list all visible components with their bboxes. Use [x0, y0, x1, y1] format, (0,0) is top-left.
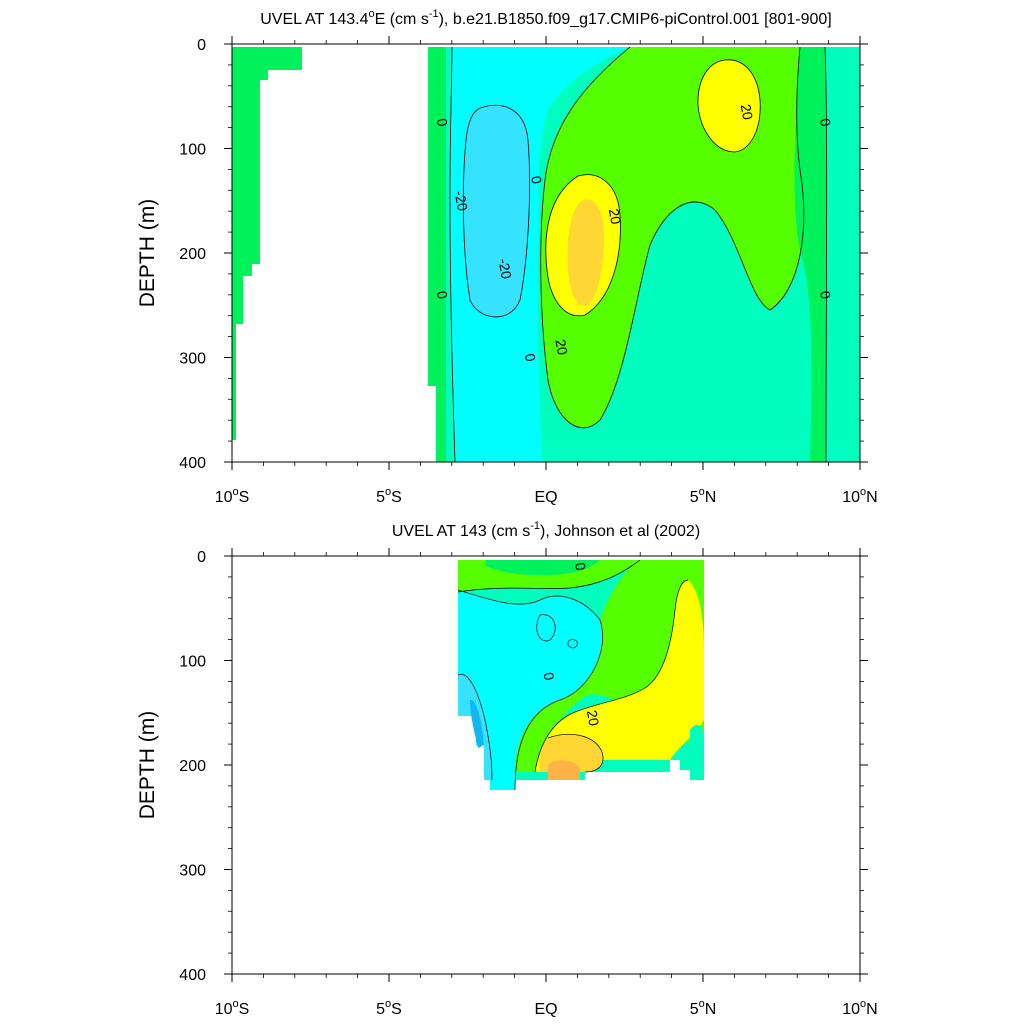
top-contour-label: 0 [434, 117, 451, 128]
top-contour-line [540, 46, 805, 429]
top-y-tick-label: 100 [179, 142, 206, 159]
top-east-fringe [794, 47, 827, 462]
bottom-westward-core [458, 674, 492, 780]
bottom-y-axis-label: DEPTH (m) [136, 711, 159, 820]
top-x-tick-label: 10oS [215, 486, 250, 506]
bottom-contour-line [536, 614, 556, 642]
top-contour-line [697, 59, 761, 153]
bottom-y-tick-label: 0 [197, 549, 206, 566]
bottom-contour-line [457, 589, 603, 791]
top-contour-label: 0 [817, 117, 834, 128]
top-panel: UVEL AT 143.4oE (cm s-1), b.e21.B1850.f0… [136, 8, 878, 506]
bottom-x-tick-label: 5oS [376, 998, 402, 1018]
top-contour-lines [449, 46, 828, 462]
top-contour-label: 20 [552, 338, 570, 356]
bottom-eastward-core [535, 580, 704, 772]
top-x-tick-label: 10oN [842, 486, 877, 506]
top-y-axis-label: DEPTH (m) [136, 199, 159, 308]
bottom-y-tick-label: 400 [179, 967, 206, 984]
bottom-surface-fringe [486, 560, 600, 576]
bottom-contour-line [457, 559, 641, 593]
bottom-y-tick-label: 100 [179, 654, 206, 671]
top-contour-label: 0 [522, 352, 539, 363]
top-x-tick-label: EQ [534, 489, 557, 506]
top-contour-line [462, 104, 530, 318]
top-contour-label: -20 [496, 257, 515, 280]
top-contour-label: 0 [434, 290, 451, 301]
bottom-contour-label: 0 [541, 671, 558, 682]
top-contour-line [545, 174, 621, 317]
bottom-contour-label: 0 [572, 561, 589, 572]
top-west-edge-band [428, 47, 446, 462]
top-coastal-strip [232, 47, 302, 440]
top-surface-core [697, 59, 761, 152]
top-y-tick-label: 200 [179, 246, 206, 263]
top-contour-line [824, 46, 828, 462]
top-contour-labels: 0 -20 0 -20 20 20 0 0 20 0 0 [434, 103, 834, 363]
top-contour-label: 20 [738, 103, 756, 121]
bottom-contour-line [457, 673, 493, 781]
top-y-tick-label: 0 [197, 37, 206, 54]
top-y-tick-label: 300 [179, 351, 206, 368]
bottom-contour-line [547, 733, 604, 773]
top-undercurrent-max [567, 199, 604, 306]
bottom-contour-field [457, 559, 704, 791]
bottom-y-tick-label: 200 [179, 758, 206, 775]
bottom-x-tick-label: 10oS [215, 998, 250, 1018]
top-x-tick-label: 5oN [690, 486, 717, 506]
bottom-panel-title: UVEL AT 143 (cm s-1), Johnson et al (200… [392, 520, 700, 540]
top-contour-line [449, 46, 456, 462]
bottom-x-tick-label: 10oN [842, 998, 877, 1018]
top-contour-field [232, 44, 860, 462]
bottom-contour-label: 20 [584, 709, 602, 727]
top-contour-label: 0 [528, 175, 545, 186]
bottom-westward-zone [458, 590, 603, 790]
top-contour-label: 0 [817, 290, 834, 301]
bottom-undercurrent-max [548, 760, 580, 780]
bottom-contour-line [567, 639, 578, 649]
bottom-contour-lines [457, 559, 689, 791]
bottom-eastward-region [515, 560, 704, 772]
bottom-y-tick-label: 300 [179, 863, 206, 880]
bottom-contour-line [534, 579, 689, 773]
bottom-x-tick-label: 5oN [690, 998, 717, 1018]
bottom-contour-labels: 0 0 20 [541, 561, 603, 727]
top-x-tick-label: 5oS [376, 486, 402, 506]
top-panel-title: UVEL AT 143.4oE (cm s-1), b.e21.B1850.f0… [260, 8, 832, 28]
bottom-panel: UVEL AT 143 (cm s-1), Johnson et al (200… [136, 520, 878, 1018]
top-y-tick-label: 400 [179, 455, 206, 472]
top-contour-label: 20 [606, 207, 624, 225]
bottom-east-lower [690, 724, 704, 780]
bottom-x-tick-label: EQ [534, 1001, 557, 1018]
top-westward-core [463, 105, 530, 317]
top-contour-label: -20 [452, 189, 471, 212]
bottom-westward-max [470, 699, 484, 748]
